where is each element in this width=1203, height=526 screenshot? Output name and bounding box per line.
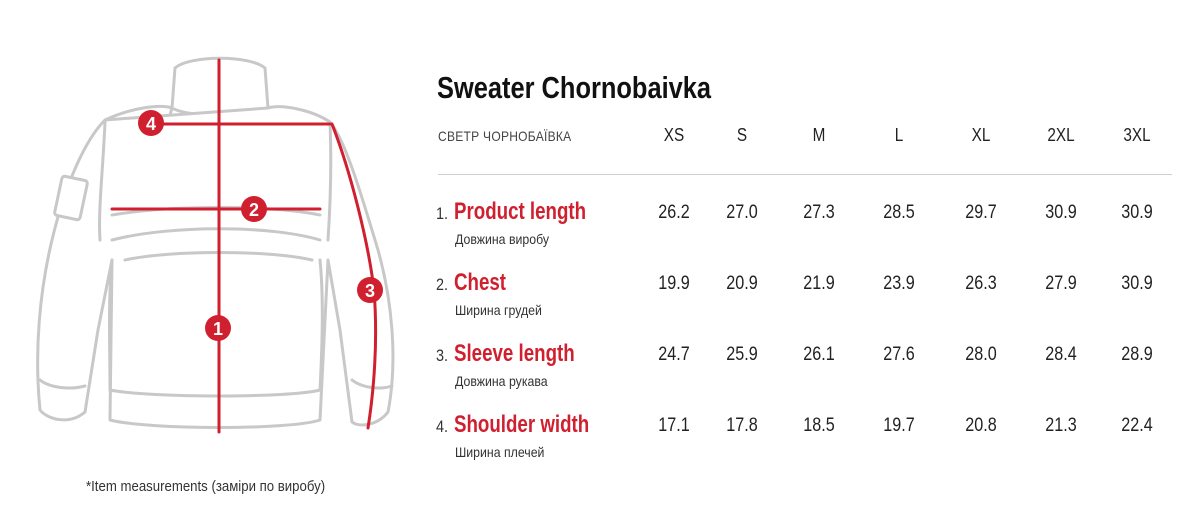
size-header-s: S — [736, 125, 748, 145]
row-label-uk: Ширина грудей — [455, 302, 542, 318]
table-cell: 28.9 — [1121, 344, 1153, 365]
size-header-l: L — [894, 125, 904, 145]
row-label: Chest — [454, 269, 507, 296]
table-cell: 30.9 — [1121, 202, 1153, 223]
table-cell: 28.5 — [883, 202, 915, 223]
table-cell: 27.0 — [726, 202, 758, 223]
product-subtitle: СВЕТР ЧОРНОБАЇВКА — [438, 128, 572, 144]
row-number: 1. — [436, 204, 449, 223]
product-title: Sweater Chornobaivka — [437, 70, 712, 105]
table-cell: 23.9 — [883, 273, 915, 294]
size-header-3xl: 3XL — [1123, 125, 1151, 145]
table-cell: 18.5 — [803, 415, 835, 436]
marker-4: 4 — [138, 110, 164, 136]
row-label: Sleeve length — [454, 340, 575, 367]
table-cell: 26.1 — [803, 344, 835, 365]
table-cell: 19.7 — [883, 415, 915, 436]
row-number: 4. — [436, 417, 449, 436]
row-label: Shoulder width — [454, 411, 590, 438]
table-cell: 21.3 — [1045, 415, 1077, 436]
table-row: 3. Sleeve length Довжина рукава 24.7 25.… — [0, 340, 1203, 400]
size-header-xs: XS — [663, 125, 685, 145]
marker-3: 3 — [357, 277, 383, 303]
table-cell: 30.9 — [1121, 273, 1153, 294]
table-cell: 29.7 — [965, 202, 997, 223]
sweater-measurement-diagram: 1 2 3 4 — [36, 56, 395, 434]
svg-text:2: 2 — [249, 200, 259, 220]
row-label-uk: Довжина виробу — [455, 231, 550, 247]
row-label-uk: Ширина плечей — [455, 444, 545, 460]
table-cell: 27.9 — [1045, 273, 1077, 294]
table-row: 1. Product length Довжина виробу 26.2 27… — [0, 198, 1203, 258]
marker-1: 1 — [205, 315, 231, 341]
row-label-uk: Довжина рукава — [455, 373, 548, 389]
table-cell: 27.3 — [803, 202, 835, 223]
size-header-xl: XL — [971, 125, 991, 145]
row-label: Product length — [454, 198, 587, 225]
marker-2: 2 — [241, 196, 267, 222]
header-divider — [438, 174, 1172, 175]
table-cell: 22.4 — [1121, 415, 1153, 436]
svg-text:4: 4 — [146, 114, 156, 134]
table-cell: 21.9 — [803, 273, 835, 294]
table-cell: 30.9 — [1045, 202, 1077, 223]
svg-text:1: 1 — [213, 319, 223, 339]
measurement-footnote: *Item measurements (заміри по виробу) — [86, 478, 326, 495]
table-cell: 26.2 — [658, 202, 690, 223]
table-cell: 27.6 — [883, 344, 915, 365]
size-header-m: M — [812, 125, 826, 145]
table-cell: 20.9 — [726, 273, 758, 294]
table-cell: 20.8 — [965, 415, 997, 436]
table-cell: 24.7 — [658, 344, 690, 365]
table-cell: 28.0 — [965, 344, 997, 365]
table-cell: 25.9 — [726, 344, 758, 365]
row-number: 2. — [436, 275, 449, 294]
table-cell: 26.3 — [965, 273, 997, 294]
table-cell: 17.1 — [658, 415, 690, 436]
svg-text:3: 3 — [365, 281, 375, 301]
table-row: 4. Shoulder width Ширина плечей 17.1 17.… — [0, 411, 1203, 471]
table-cell: 28.4 — [1045, 344, 1077, 365]
table-cell: 17.8 — [726, 415, 758, 436]
table-row: 2. Chest Ширина грудей 19.9 20.9 21.9 23… — [0, 269, 1203, 329]
row-number: 3. — [436, 346, 449, 365]
table-cell: 19.9 — [658, 273, 690, 294]
size-header-2xl: 2XL — [1047, 125, 1075, 145]
